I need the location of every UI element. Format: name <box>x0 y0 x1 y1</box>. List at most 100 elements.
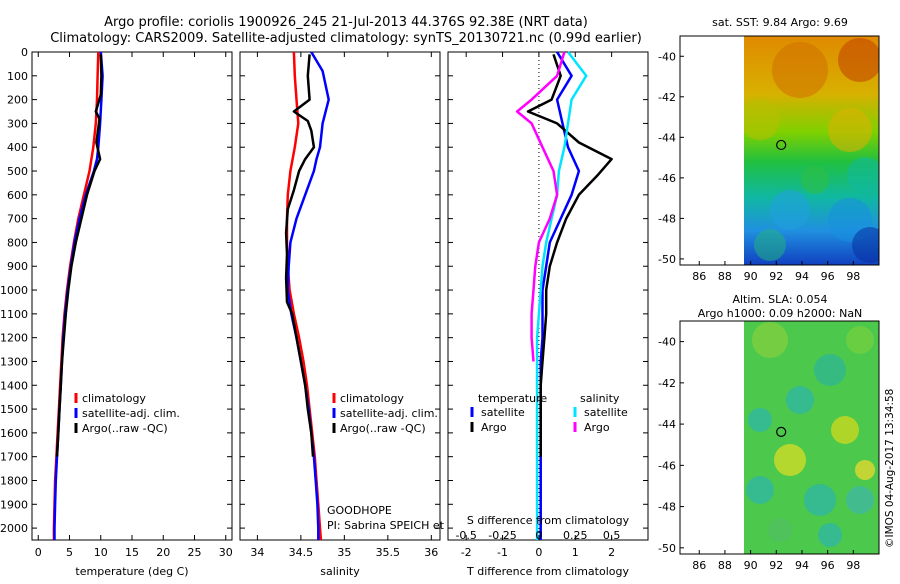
difference-xtick-label: -1 <box>497 546 508 559</box>
sst-map-xtick-label: 96 <box>821 270 835 283</box>
temperature-ytick-label: 0 <box>21 46 28 59</box>
sla-field-patch <box>814 354 846 386</box>
temperature-ytick-label: 500 <box>7 165 28 178</box>
sst-field-patch <box>744 100 780 140</box>
sst-map-xtick-label: 94 <box>795 270 809 283</box>
salinity-series-line-1 <box>286 51 330 540</box>
sst-map-ytick-label: -42 <box>658 91 676 104</box>
sst-map-xtick-label: 98 <box>846 270 860 283</box>
temperature-legend-label: climatology <box>82 392 146 405</box>
sst-map-xtick-label: 92 <box>769 270 783 283</box>
sst-map-ytick-label: -50 <box>658 253 676 266</box>
sst-field-patch <box>772 42 828 98</box>
difference-xtick-label: 2 <box>608 546 615 559</box>
sla-field-patch <box>804 484 836 516</box>
project-name: GOODHOPE <box>327 504 392 517</box>
temperature-ytick-label: 100 <box>7 70 28 83</box>
sst-field-patch <box>770 190 810 230</box>
temperature-ytick-label: 600 <box>7 189 28 202</box>
figure-title-line1: Argo profile: coriolis 1900926_245 21-Ju… <box>104 15 588 30</box>
sst-map-title: sat. SST: 9.84 Argo: 9.69 <box>712 16 848 29</box>
difference-series-line-1 <box>526 54 613 457</box>
difference-xtick-label: 1 <box>572 546 579 559</box>
difference-legend-group-title: salinity <box>580 392 620 405</box>
sla-map-xtick-label: 88 <box>718 559 732 572</box>
sst-map-frame <box>679 35 880 266</box>
sla-map-argo-position-marker <box>776 426 787 437</box>
sla-map-ytick-label: -40 <box>658 336 676 349</box>
sst-field-patch <box>838 38 879 82</box>
sst-field <box>744 36 879 265</box>
sla-map-panel: 86 88 90 92 94 96 98 -40 -42 -44 -46 -48 -50 Altim. S… <box>658 293 880 572</box>
sla-map-xtick-label: 96 <box>821 559 835 572</box>
temperature-ytick-label: 1700 <box>0 451 28 464</box>
temperature-ytick-label: 2000 <box>0 522 28 535</box>
temperature-axes-frame <box>31 51 233 541</box>
sst-field-patch <box>852 227 879 263</box>
sst-map-panel: 86 88 90 92 94 96 98 -40 -42 -44 -46 -48 -50 sat. SST… <box>658 16 880 283</box>
sst-field-patch <box>754 229 786 261</box>
difference-legend-label: satellite <box>584 406 628 419</box>
temperature-ytick-label: 800 <box>7 236 28 249</box>
temperature-ytick-label: 700 <box>7 213 28 226</box>
difference-series-line-2 <box>535 51 588 540</box>
sla-field-patch <box>786 386 814 414</box>
sla-map-xtick-label: 90 <box>744 559 758 572</box>
temperature-ytick-label: 1200 <box>0 332 28 345</box>
temperature-xtick-label: 0 <box>35 546 42 559</box>
temperature-xtick-label: 5 <box>66 546 73 559</box>
difference-xtick-label: -2 <box>461 546 472 559</box>
sla-field <box>744 321 879 554</box>
salinity-legend-label: satellite-adj. clim. <box>340 407 438 420</box>
sla-field-patch <box>774 444 806 476</box>
difference-top-xtick-label: 0.5 <box>603 529 621 542</box>
temperature-series-line-2 <box>55 54 103 457</box>
salinity-xtick-label: 35 <box>337 546 351 559</box>
sst-map-ytick-label: -44 <box>658 131 676 144</box>
salinity-legend-label: climatology <box>340 392 404 405</box>
sla-field-patch <box>855 460 875 480</box>
temperature-panel: 0 5 10 15 20 25 30 temperature (deg C) 0 100 200 30… <box>0 46 233 578</box>
sst-field-patch <box>828 108 872 152</box>
temperature-legend-label: satellite-adj. clim. <box>82 407 180 420</box>
difference-legend-label: satellite <box>481 406 525 419</box>
sla-map-ytick-label: -42 <box>658 377 676 390</box>
temperature-ytick-label: 1900 <box>0 498 28 511</box>
sla-map-xtick-label: 94 <box>795 559 809 572</box>
sla-field-patch <box>752 322 788 358</box>
salinity-xtick-label: 34 <box>250 546 264 559</box>
temperature-xtick-label: 15 <box>125 546 139 559</box>
sla-map-ytick-label: -46 <box>658 459 676 472</box>
salinity-xtick-label: 34.5 <box>289 546 314 559</box>
sla-map-xtick-label: 86 <box>692 559 706 572</box>
sla-map-title: Altim. SLA: 0.054 <box>732 293 827 306</box>
sla-map-subtitle: Argo h1000: 0.09 h2000: NaN <box>698 307 863 320</box>
difference-legend-label: Argo <box>584 421 610 434</box>
temperature-ytick-label: 900 <box>7 260 28 273</box>
sla-field-patch <box>846 326 874 354</box>
copyright-stamp: ©IMOS 04-Aug-2017 13:34:58 <box>884 389 896 548</box>
temperature-legend-label: Argo(..raw -QC) <box>82 422 168 435</box>
sla-field-patch <box>846 486 874 514</box>
temperature-ytick-label: 1500 <box>0 403 28 416</box>
difference-legend-label: Argo <box>481 421 507 434</box>
sla-map-xtick-label: 98 <box>846 559 860 572</box>
temperature-ytick-label: 400 <box>7 141 28 154</box>
temperature-ytick-label: 1600 <box>0 427 28 440</box>
difference-top-xtick-label: -0.5 <box>455 529 476 542</box>
salinity-xtick-label: 35.5 <box>376 546 401 559</box>
salinity-axes-frame <box>239 51 441 541</box>
sla-field-patch <box>831 416 859 444</box>
difference-series-line-3 <box>515 51 566 362</box>
temperature-xtick-label: 20 <box>156 546 170 559</box>
salinity-series-line-2 <box>284 54 316 457</box>
sst-map-ytick-label: -48 <box>658 212 676 225</box>
temperature-ytick-label: 1000 <box>0 284 28 297</box>
sla-map-ytick-label: -48 <box>658 501 676 514</box>
sla-field-patch <box>746 476 774 504</box>
sla-field-patch <box>818 523 842 547</box>
temperature-xtick-label: 30 <box>219 546 233 559</box>
sla-map-ytick-label: -44 <box>658 418 676 431</box>
sst-map-argo-position-marker <box>776 139 787 151</box>
